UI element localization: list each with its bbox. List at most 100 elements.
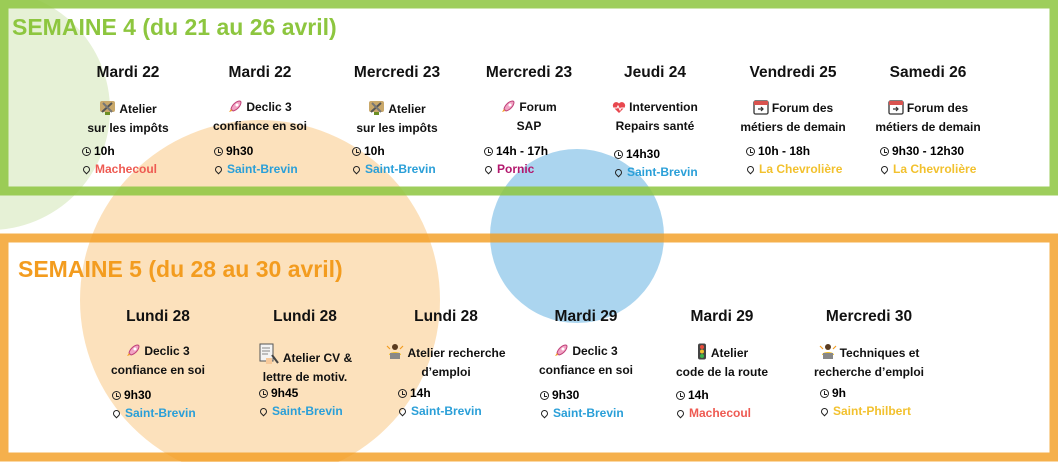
event-title-text: métiers de demain [875, 120, 981, 134]
event-title-text: Forum des [771, 101, 834, 115]
tools-icon [368, 99, 385, 120]
event-card: Mercredi 30 Techniques et recherche d’empl… [804, 308, 934, 380]
event-location-row: La Chevrolière [879, 160, 977, 178]
event-time: 14h [410, 386, 431, 400]
clock-icon [484, 147, 493, 156]
week4-title: SEMAINE 4 (du 21 au 26 avril) [12, 14, 337, 40]
event-location[interactable]: Saint-Brevin [627, 165, 698, 179]
event-card: Mardi 22 Declic 3 confiance en soi [195, 64, 325, 134]
clock-icon [540, 391, 549, 400]
clock-icon [112, 391, 121, 400]
event-time: 9h30 [124, 388, 152, 402]
event-meta: 9h30 Saint-Brevin [213, 142, 298, 178]
event-location-row: La Chevrolière [745, 160, 843, 178]
event-card: Lundi 28 Declic 3 confiance en soi [93, 308, 223, 378]
event-title-line: Forum des [863, 99, 993, 119]
clock-icon [259, 389, 268, 398]
event-location[interactable]: Saint-Philbert [833, 404, 912, 418]
rocket-icon [228, 99, 243, 118]
event-time-row: 9h45 [259, 384, 343, 402]
event-meta: 9h Saint-Philbert [819, 384, 912, 420]
event-title-text: Techniques et [839, 346, 920, 360]
event-location[interactable]: Pornic [497, 162, 535, 176]
event-time: 10h [94, 144, 115, 158]
location-pin-icon [675, 408, 686, 419]
event-time: 10h [364, 144, 385, 158]
calendar-icon [888, 99, 904, 119]
event-title-text: métiers de demain [740, 120, 846, 134]
event-title-line: métiers de demain [863, 119, 993, 135]
clock-icon [676, 391, 685, 400]
event-title-text: confiance en soi [538, 363, 634, 377]
event-time: 14h30 [626, 147, 661, 161]
event-location-row: Saint-Brevin [351, 160, 436, 178]
event-day: Vendredi 25 [749, 64, 837, 81]
rocket-icon [554, 343, 569, 362]
event-title-text: Atelier [119, 102, 157, 116]
event-title-line: confiance en soi [195, 118, 325, 134]
event-title-text: confiance en soi [212, 119, 308, 133]
event-location[interactable]: Saint-Brevin [227, 162, 298, 176]
event-location[interactable]: Saint-Brevin [553, 406, 624, 420]
event-card: Lundi 28 Atelier recherche d’emploi [381, 308, 511, 380]
event-location[interactable]: Saint-Brevin [365, 162, 436, 176]
event-time: 14h - 17h [496, 144, 549, 158]
heart-icon [612, 101, 626, 118]
event-location[interactable]: La Chevrolière [893, 162, 977, 176]
event-title-line: d’emploi [381, 364, 511, 380]
event-title-line: Repairs santé [590, 118, 720, 134]
event-time-row: 9h30 - 12h30 [880, 142, 976, 160]
event-title-line: confiance en soi [93, 362, 223, 378]
event-location-row: Saint-Brevin [539, 404, 624, 422]
event-meta: 14h - 17h Pornic [483, 142, 549, 178]
event-meta: 14h Machecoul [675, 386, 752, 422]
event-title-text: sur les impôts [87, 121, 169, 135]
event-title-line: code de la route [657, 364, 787, 380]
event-title-text: code de la route [675, 365, 769, 379]
event-time-row: 10h - 18h [746, 142, 842, 160]
event-title-line: Atelier [657, 343, 787, 364]
event-time-row: 14h [398, 384, 482, 402]
event-title: Atelier sur les impôts [332, 99, 462, 136]
event-time: 9h30 [226, 144, 254, 158]
week4-frame [0, 0, 1058, 196]
document-icon [258, 343, 280, 369]
event-title-text: Atelier recherche [407, 346, 506, 360]
event-title-text: recherche d’emploi [813, 365, 925, 379]
event-title-text: Atelier [710, 346, 749, 360]
event-title-text: Declic 3 [246, 100, 292, 114]
event-title: Atelier recherche d’emploi [381, 343, 511, 380]
event-meta: 14h30 Saint-Brevin [613, 145, 698, 181]
event-time-row: 14h [676, 386, 751, 404]
event-title: Intervention Repairs santé [590, 99, 720, 134]
event-title-line: Declic 3 [93, 343, 223, 362]
event-meta: 9h30 Saint-Brevin [111, 386, 196, 422]
event-title-line: sur les impôts [63, 120, 193, 136]
event-title: Atelier CV & lettre de motiv. [240, 343, 370, 385]
location-pin-icon [879, 164, 890, 175]
event-location[interactable]: Saint-Brevin [125, 406, 196, 420]
event-location[interactable]: Saint-Brevin [272, 404, 343, 418]
event-time: 9h45 [271, 386, 299, 400]
event-location[interactable]: Machecoul [95, 162, 158, 176]
event-card: Lundi 28 Atelier CV & lettre de motiv. [240, 308, 370, 385]
event-title-line: Declic 3 [195, 99, 325, 118]
event-location-row: Saint-Brevin [397, 402, 482, 420]
event-location-row: Saint-Brevin [111, 404, 196, 422]
event-time-row: 14h30 [614, 145, 698, 163]
event-location[interactable]: Machecoul [689, 406, 752, 420]
event-location-row: Machecoul [675, 404, 752, 422]
event-location[interactable]: Saint-Brevin [411, 404, 482, 418]
clock-icon [352, 147, 361, 156]
location-pin-icon [111, 408, 122, 419]
event-title-text: confiance en soi [110, 363, 206, 377]
event-title-text: Forum [519, 100, 557, 114]
event-location[interactable]: La Chevrolière [759, 162, 843, 176]
event-title-text: Forum des [906, 101, 969, 115]
event-day: Jeudi 24 [623, 64, 687, 81]
rocket-icon [501, 99, 516, 118]
event-meta: 9h30 Saint-Brevin [539, 386, 624, 422]
event-day: Mardi 29 [554, 308, 618, 325]
event-time: 9h30 [552, 388, 580, 402]
